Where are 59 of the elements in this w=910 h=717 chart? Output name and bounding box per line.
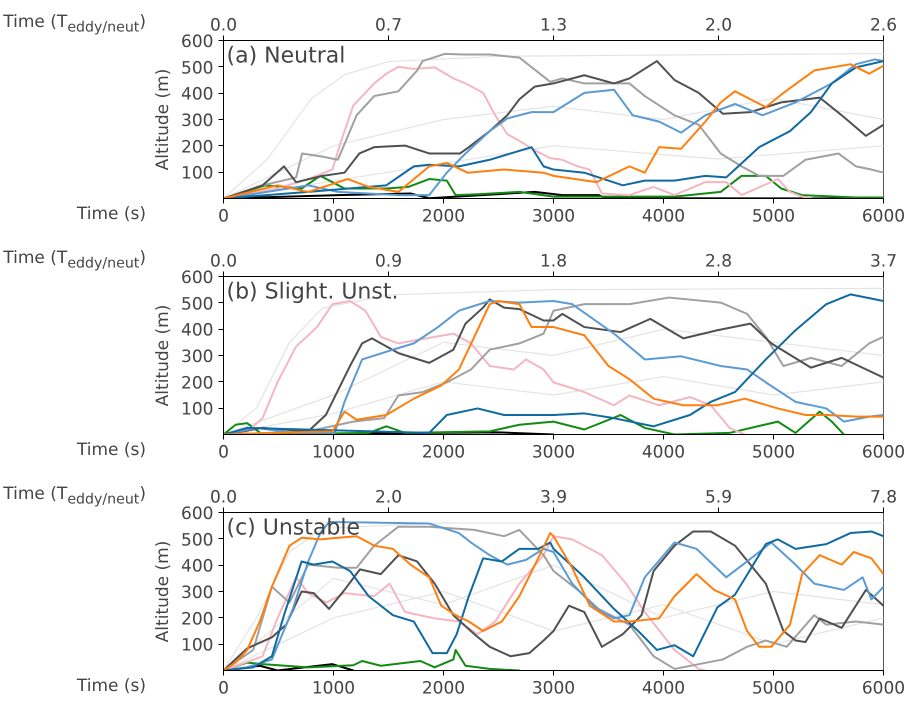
- y-tick-label: 100: [181, 636, 214, 656]
- x-tick-label: 6000: [862, 206, 906, 226]
- x2-axis-title: Time (T$_{eddy/neut}$): [3, 248, 146, 274]
- y-tick-label: 400: [181, 556, 214, 577]
- y-tick-label: 200: [181, 373, 214, 394]
- y-tick-label: 100: [181, 164, 214, 184]
- y-tick-label: 500: [181, 58, 214, 78]
- x-tick-label: 2000: [422, 678, 466, 698]
- x2-tick-label: 2.8: [704, 252, 732, 272]
- x2-tick-label: 3.7: [870, 252, 898, 272]
- chart-title: (a) Neutral: [226, 44, 346, 68]
- x2-axis-title: Time (T$_{eddy/neut}$): [3, 484, 146, 510]
- chart-title: (b) Slight. Unst.: [226, 280, 398, 304]
- x2-tick-label: 0.9: [374, 252, 402, 272]
- y-tick-label: 400: [181, 84, 214, 105]
- x-axis-title: Time (s): [76, 676, 146, 696]
- x-tick-label: 2000: [422, 206, 466, 226]
- x-tick-label: 4000: [642, 206, 686, 226]
- x2-tick-label: 2.0: [374, 488, 402, 508]
- y-tick-label: 100: [181, 400, 214, 420]
- x2-tick-label: 3.9: [540, 488, 568, 508]
- x2-tick-label: 5.9: [704, 488, 732, 508]
- y-tick-label: 300: [181, 583, 214, 603]
- x-tick-label: 1000: [312, 442, 356, 462]
- x-tick-label: 2000: [422, 442, 466, 462]
- x-tick-label: 3000: [532, 678, 576, 698]
- x-tick-label: 1000: [312, 678, 356, 698]
- y-tick-label: 500: [181, 530, 214, 550]
- x2-tick-label: 2.6: [870, 16, 898, 36]
- x-tick-label: 3000: [532, 442, 576, 462]
- x-axis-title: Time (s): [76, 204, 146, 224]
- x-tick-label: 0: [218, 206, 229, 226]
- x-tick-label: 5000: [752, 678, 796, 698]
- x2-tick-label: 2.0: [704, 16, 732, 36]
- y-tick-label: 300: [181, 347, 214, 367]
- y-axis-title: Altitude (m): [153, 304, 174, 406]
- x-tick-label: 5000: [752, 442, 796, 462]
- y-tick-label: 300: [181, 111, 214, 131]
- x2-tick-label: 1.8: [540, 252, 568, 272]
- x-tick-label: 1000: [312, 206, 356, 226]
- x-tick-label: 6000: [862, 442, 906, 462]
- x2-tick-label: 7.8: [870, 488, 898, 508]
- x-tick-label: 4000: [642, 678, 686, 698]
- y-tick-label: 200: [181, 609, 214, 630]
- x-tick-label: 0: [218, 678, 229, 698]
- x-tick-label: 6000: [862, 678, 906, 698]
- x2-axis-title: Time (T$_{eddy/neut}$): [3, 12, 146, 38]
- y-axis-title: Altitude (m): [153, 68, 174, 170]
- x2-tick-label: 0.7: [374, 16, 402, 36]
- x2-tick-label: 1.3: [540, 16, 568, 36]
- x-axis-title: Time (s): [76, 440, 146, 460]
- x-tick-label: 3000: [532, 206, 576, 226]
- x-tick-label: 5000: [752, 206, 796, 226]
- x-tick-label: 0: [218, 442, 229, 462]
- y-tick-label: 200: [181, 137, 214, 158]
- y-tick-label: 400: [181, 320, 214, 341]
- y-axis-title: Altitude (m): [153, 540, 174, 642]
- y-tick-label: 500: [181, 294, 214, 314]
- x-tick-label: 4000: [642, 442, 686, 462]
